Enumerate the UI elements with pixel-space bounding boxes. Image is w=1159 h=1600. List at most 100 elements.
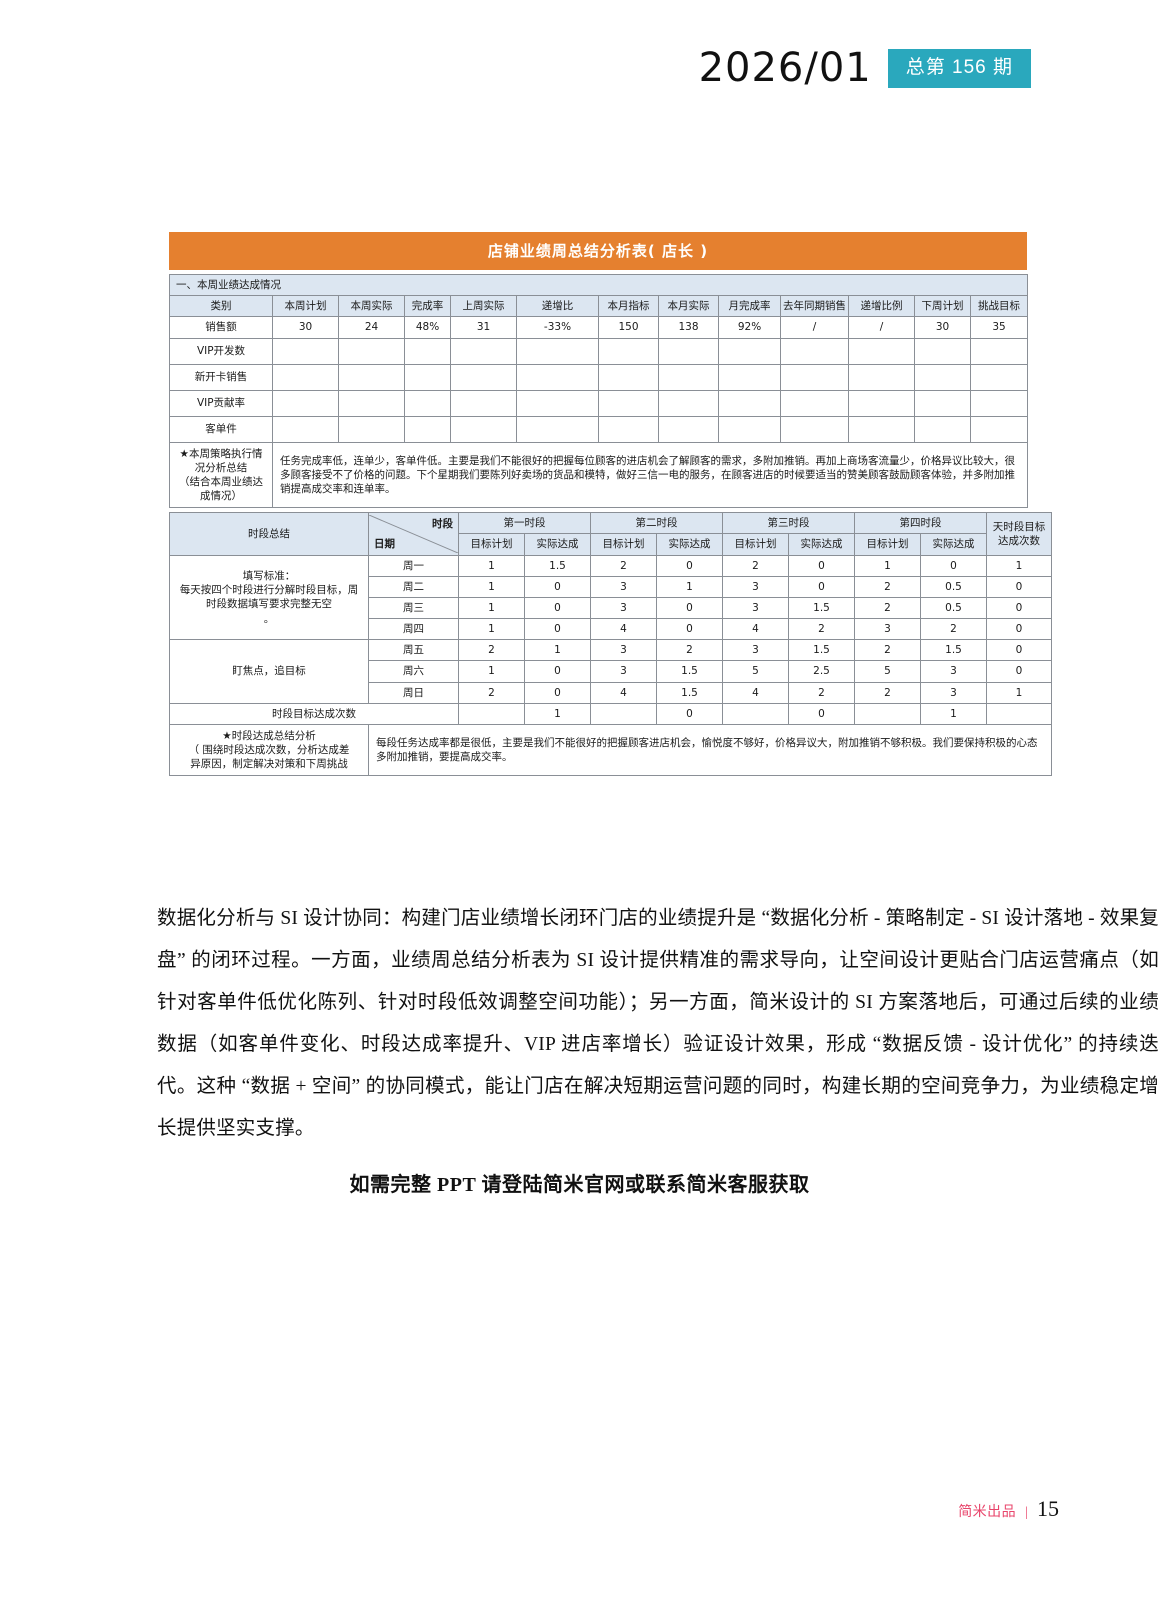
- cell: 2: [722, 554, 789, 577]
- cell: /: [848, 316, 915, 339]
- cell: [450, 363, 517, 391]
- col-header: 类别: [169, 295, 273, 318]
- table-row: 销售额 30 24 48% 31 -33% 150 138 92% / / 30…: [169, 316, 1029, 339]
- cell: 4: [590, 681, 657, 704]
- cell: -33%: [516, 316, 599, 339]
- cell: [516, 389, 599, 417]
- col-header: 递增比例: [848, 295, 915, 318]
- diag-label-date: 日期: [374, 537, 395, 550]
- cell: 5: [854, 660, 921, 683]
- diag-label-period: 时段: [432, 517, 453, 530]
- sub-header-actual: 实际达成: [920, 533, 987, 556]
- cell: 2: [854, 639, 921, 662]
- cell: 1.5: [656, 660, 723, 683]
- fill-standard-label: 填写标准： 每天按四个时段进行分解时段目标，周时段数据填写要求完整无空 。: [169, 554, 369, 641]
- period-group-header: 第一时段: [458, 512, 591, 535]
- cell: 0: [986, 575, 1052, 598]
- cell: [914, 363, 971, 391]
- day-label: 周三: [368, 596, 459, 620]
- cell: [598, 389, 659, 417]
- cell: 1: [458, 554, 525, 577]
- cell: [969, 337, 1029, 365]
- cell: 4: [722, 618, 789, 641]
- day-target-count-header: 天时段目标 达成次数: [986, 512, 1052, 556]
- cell: 0: [986, 660, 1052, 683]
- cell: 2: [458, 639, 525, 662]
- cell: [780, 337, 849, 365]
- cell: [404, 337, 451, 365]
- analysis-label: ★时段达成总结分析 （ 围绕时段达成次数，分析达成差 异原因，制定解决对策和下周…: [169, 723, 369, 777]
- cell: 1: [524, 702, 591, 725]
- cell: 0: [788, 554, 855, 577]
- cell: [780, 415, 849, 443]
- cell: 31: [450, 316, 517, 339]
- cell: 0: [524, 596, 591, 620]
- section-band-row: 一、本周业绩达成情况: [168, 273, 1029, 297]
- table-row: VIP开发数: [169, 337, 1029, 365]
- cell: [590, 702, 657, 725]
- cell: [780, 363, 849, 391]
- cell: 0: [656, 596, 723, 620]
- cell: 0: [788, 702, 855, 725]
- cell: 1.5: [524, 554, 591, 577]
- cell: 0: [986, 596, 1052, 620]
- cell: 1.5: [788, 639, 855, 662]
- footer-separator: |: [1025, 1505, 1028, 1520]
- article-paragraph: 数据化分析与 SI 设计协同：构建门店业绩增长闭环门店的业绩提升是 “数据化分析…: [157, 908, 1159, 1139]
- cell: 3: [722, 639, 789, 662]
- cell: 2: [656, 639, 723, 662]
- cell: 1: [986, 681, 1052, 704]
- cell: [848, 337, 915, 365]
- cell: [969, 363, 1029, 391]
- cell: 24: [338, 316, 405, 339]
- sub-header-plan: 目标计划: [458, 533, 525, 556]
- cell: [914, 415, 971, 443]
- cell: [516, 415, 599, 443]
- worksheet-title-gap: [169, 270, 1027, 274]
- cell: 2: [854, 575, 921, 598]
- cta-line: 如需完整 PPT 请登陆简米官网或联系简米客服获取: [349, 1174, 810, 1196]
- table-row: 盯焦点，追目标 周五 2 1 3 2 3 1.5 2 1.5 0: [169, 639, 1052, 704]
- strategy-label-line2: （结合本周业绩达成情况）: [179, 475, 263, 503]
- worksheet-figure: 店铺业绩周总结分析表( 店长 ) 一、本周业绩达成情况 类别 本周计划 本周实际…: [168, 232, 1052, 777]
- col-header: 完成率: [404, 295, 451, 318]
- cell: 0: [656, 702, 723, 725]
- period-totals-label: 时段目标达成次数: [169, 702, 459, 725]
- table-row: 客单件: [169, 415, 1029, 443]
- period-summary-label: 时段总结: [169, 512, 369, 556]
- cell: /: [780, 316, 849, 339]
- cell: 0: [788, 575, 855, 598]
- period-totals-row: 时段目标达成次数 1 0 0 1: [169, 702, 1052, 725]
- section-band-label: 一、本周业绩达成情况: [168, 273, 1029, 297]
- cell: 1: [458, 618, 525, 641]
- cell: [272, 363, 339, 391]
- cell: [914, 389, 971, 417]
- cell: [338, 363, 405, 391]
- cell: 2: [920, 618, 987, 641]
- cell: 1: [656, 575, 723, 598]
- analysis-label-line3: 异原因，制定解决对策和下周挑战: [190, 758, 348, 771]
- table-row: 新开卡销售: [169, 363, 1029, 391]
- cell: 0: [524, 618, 591, 641]
- cell: [272, 389, 339, 417]
- cell: 2: [854, 681, 921, 704]
- day-target-count-line2: 达成次数: [998, 534, 1040, 547]
- day-label: 周六: [368, 660, 459, 683]
- cell: 1: [524, 639, 591, 662]
- cell: 3: [590, 575, 657, 598]
- cell: 0: [524, 575, 591, 598]
- cell: 1: [458, 596, 525, 620]
- diagonal-line-icon: [369, 514, 458, 553]
- page-footer: 简米出品 | 15: [958, 1496, 1059, 1522]
- period-date-diagonal-header: 时段 日期: [368, 512, 459, 556]
- cell: 1: [854, 554, 921, 577]
- cell: [986, 702, 1052, 725]
- cell: 30: [272, 316, 339, 339]
- cell: 3: [590, 660, 657, 683]
- performance-header-row: 类别 本周计划 本周实际 完成率 上周实际 递增比 本月指标 本月实际 月完成率…: [169, 295, 1029, 318]
- fill-standard-line2: 每天按四个时段进行分解时段目标，周时段数据填写要求完整无空: [179, 584, 359, 611]
- cell: [969, 389, 1029, 417]
- cell: 1.5: [788, 596, 855, 620]
- row-label: VIP贡献率: [169, 389, 273, 417]
- cell: 92%: [718, 316, 781, 339]
